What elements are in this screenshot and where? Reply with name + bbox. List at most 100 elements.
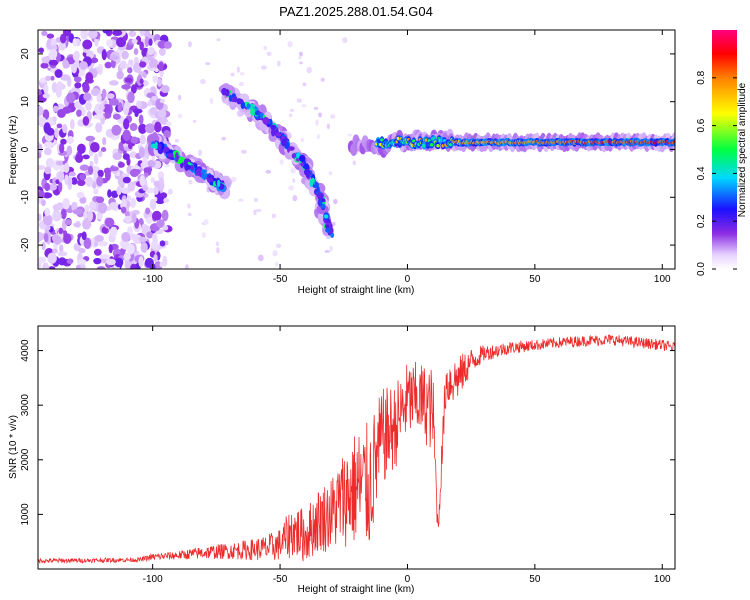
faint-speckle [332,221,336,227]
noise-speckle [112,30,123,37]
faint-speckle [292,178,296,184]
noise-speckle [72,208,83,215]
branch-2 [325,224,330,229]
noise-speckle [101,254,110,260]
branch-1 [208,178,214,183]
noise-speckle [52,116,57,122]
noise-speckle [58,257,67,266]
noise-speckle [146,33,155,40]
noise-speckle [48,266,56,269]
branch-2 [325,218,331,224]
noise-speckle [72,51,80,61]
noise-speckle [116,70,124,80]
noise-speckle [64,218,72,226]
snr-y-tick-label: 2000 [20,448,31,471]
noise-speckle [54,69,63,78]
noise-speckle [151,210,162,221]
noise-speckle [93,188,99,195]
noise-speckle [138,256,144,268]
noise-speckle [134,110,139,117]
faint-speckle [302,82,307,87]
noise-speckle [80,30,89,40]
faint-speckle [318,112,322,118]
branch-2 [254,110,260,116]
noise-speckle [108,98,119,106]
faint-speckle [151,95,158,101]
noise-speckle [124,77,133,83]
snr-ticks: -100 -50 0 50 100 1000 2000 3000 4000 [20,326,675,585]
noise-speckle [51,81,58,93]
colorbar-label: Normalized spectral amplitude [737,82,748,217]
snr-line [38,334,675,565]
faint-speckle [326,123,331,130]
faint-speckle [288,185,294,191]
branch-2 [270,124,277,130]
noise-speckle [89,160,94,167]
noise-speckle [149,198,157,210]
noise-speckle [38,213,42,222]
noise-speckle [122,176,131,184]
snr-y-tick-label: 3000 [20,394,31,417]
spectrogram-x-tick-label: -100 [143,274,163,285]
faint-speckle [315,119,319,126]
colorbar-tick-label: 0.0 [696,262,707,276]
noise-speckle [38,256,47,264]
noise-speckle [66,136,74,145]
noise-speckle [94,240,99,247]
faint-speckle [238,81,245,87]
spectrogram-y-tick-label: 10 [20,96,31,108]
faint-speckle [221,136,227,141]
spectrogram-y-tick-label: -20 [20,237,31,252]
noise-speckle [43,122,51,134]
noise-speckle [139,61,147,68]
faint-speckle [159,98,165,104]
noise-speckle [102,137,107,146]
branch-2 [323,214,329,219]
faint-speckle [230,176,237,183]
noise-speckle [145,207,151,215]
colorbar: 0.0 0.2 0.4 0.6 0.8 Normalized spectral ampl… [696,30,748,276]
branch-1 [185,164,192,170]
noise-speckle [87,210,94,222]
noise-speckle [102,30,111,34]
noise-speckle [52,210,62,222]
noise-speckle [75,264,81,269]
noise-speckle [66,145,73,156]
colorbar-tick-label: 0.2 [696,214,707,228]
faint-speckle [333,198,338,205]
noise-speckle [96,176,104,187]
colorbar-tick-label: 0.6 [696,118,707,132]
faint-speckle [198,149,202,156]
faint-speckle [192,119,197,123]
noise-speckle [46,33,55,39]
tone-core [380,138,384,142]
spectrogram-x-tick-label: -50 [273,274,288,285]
noise-speckle [95,122,103,133]
noise-speckle [95,196,105,204]
noise-speckle [60,138,67,145]
noise-speckle [52,248,58,254]
noise-speckle [73,222,82,228]
noise-speckle [129,123,138,132]
faint-speckle [292,195,298,202]
noise-speckle [62,106,72,114]
faint-speckle [177,94,182,101]
faint-speckle [328,171,333,176]
noise-speckle [63,162,70,174]
noise-speckle [132,234,143,244]
noise-speckle [82,39,93,50]
noise-speckle [38,143,43,154]
faint-speckle [165,121,172,127]
tone-core [422,144,426,148]
noise-speckle [121,198,127,207]
noise-speckle [45,225,51,231]
noise-speckle [81,218,92,230]
branch-1 [177,158,183,164]
noise-speckle [73,76,82,83]
branch-2 [233,96,238,103]
faint-speckle [320,77,325,82]
noise-speckle [122,129,132,142]
branch-2 [300,161,305,167]
noise-speckle [79,61,88,70]
noise-speckle [130,197,137,208]
